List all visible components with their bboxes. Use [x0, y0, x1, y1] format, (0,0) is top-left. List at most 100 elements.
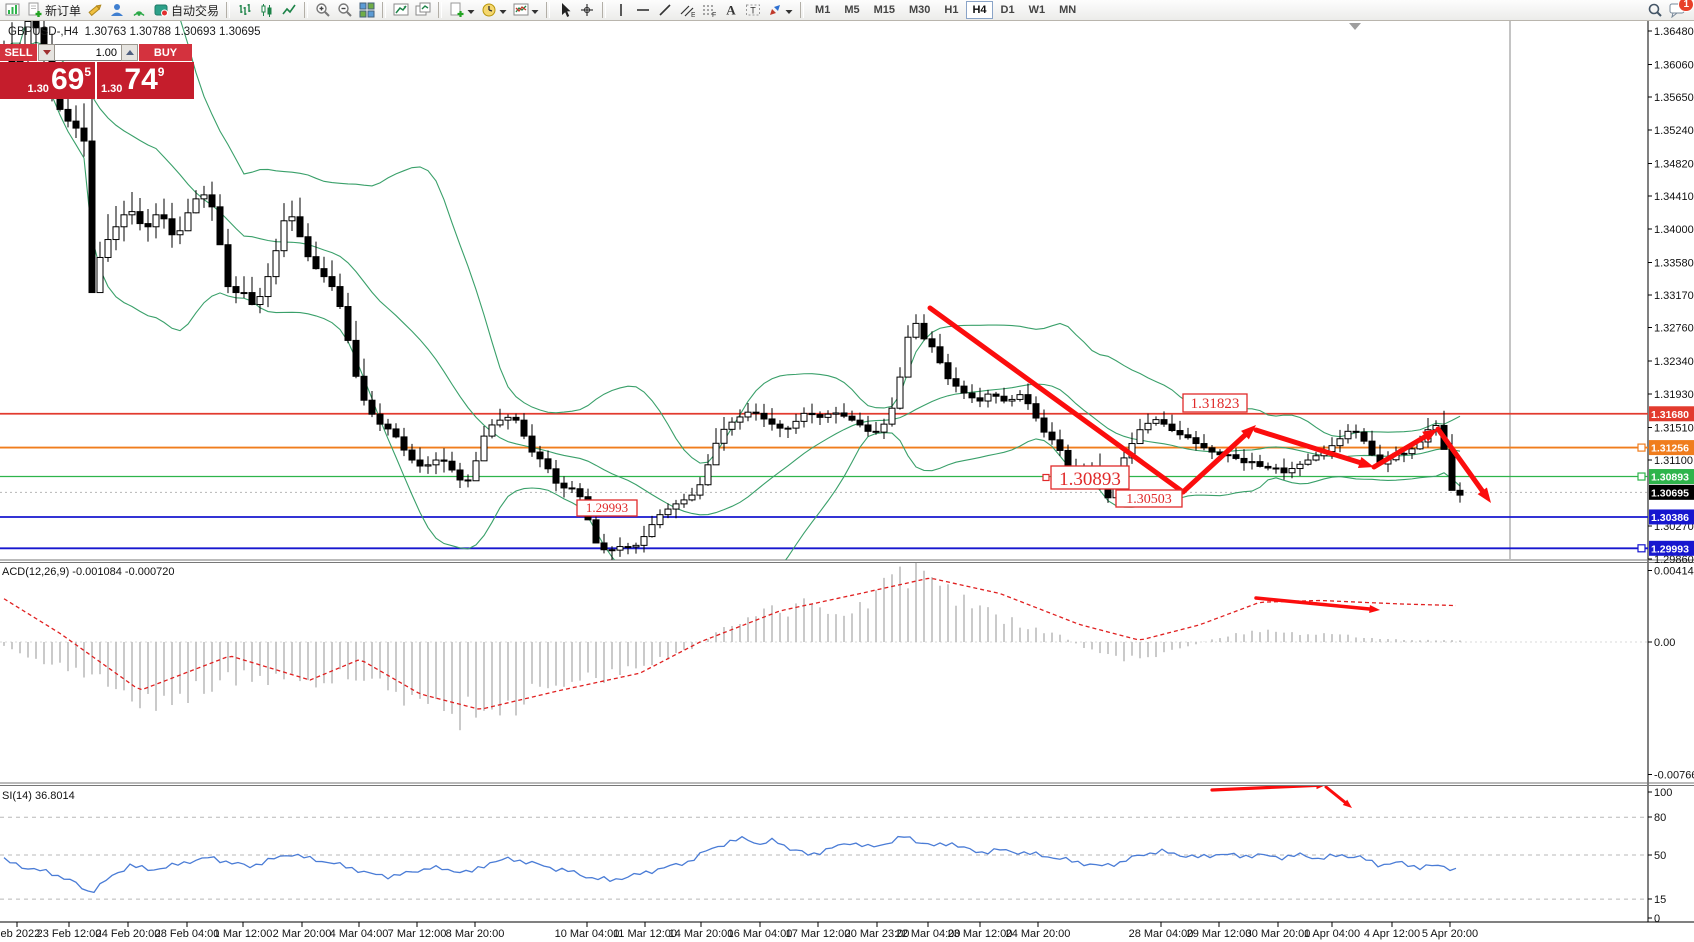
candle-body [1312, 455, 1320, 461]
bar-chart-button[interactable] [234, 1, 256, 19]
candle-body [560, 482, 568, 489]
text-label-button[interactable]: T [742, 1, 764, 19]
trendline-button[interactable] [654, 1, 676, 19]
text-icon: A [726, 3, 736, 18]
chart-shift-marker-icon [1349, 23, 1361, 30]
candle-body [712, 442, 720, 466]
trend-arrow[interactable] [1254, 596, 1372, 611]
bollinger-middle [3, 41, 1461, 516]
volume-decrease-button[interactable] [38, 44, 55, 61]
timeframe-h1[interactable]: H1 [944, 4, 959, 16]
signals-button[interactable] [128, 1, 150, 19]
new-order-button[interactable]: 新订单 [24, 1, 84, 20]
macd-tick-label: 0.00 [1654, 637, 1675, 649]
community-button[interactable] [106, 1, 128, 19]
timeframe-m5[interactable]: M5 [844, 4, 860, 16]
trend-arrow[interactable] [927, 305, 1186, 495]
candle-body [328, 276, 336, 288]
volume-stepper [38, 44, 138, 61]
trend-arrowhead [1241, 425, 1256, 440]
crosshair-button[interactable] [576, 1, 598, 19]
candle-body [280, 220, 288, 252]
chat-button[interactable]: 1 [1666, 0, 1694, 19]
annotation-box[interactable] [1115, 489, 1183, 508]
y-tick-label: 1.31100 [1654, 455, 1693, 467]
trend-arrow[interactable] [1435, 426, 1485, 494]
candle-body [1400, 452, 1408, 455]
search-button[interactable] [1644, 1, 1666, 19]
hline-anchor-marker [1637, 472, 1646, 481]
toolbar-separator [602, 2, 607, 18]
cascade-windows-button[interactable] [412, 1, 434, 19]
buy-price-sup: 9 [157, 65, 165, 79]
candle-body [768, 418, 776, 425]
x-tick-label: 28 Mar 04:00 [1129, 928, 1194, 940]
timeframe-w1[interactable]: W1 [1028, 4, 1046, 16]
indicators-button[interactable] [510, 1, 542, 19]
candle-body [168, 218, 176, 236]
timeframe-h4[interactable]: H4 [966, 1, 993, 19]
trend-arrowhead [1422, 429, 1438, 442]
template-icon [450, 2, 464, 17]
x-tick-label: 4 Mar 04:00 [330, 928, 389, 940]
fibonacci-button[interactable]: F [698, 1, 720, 19]
y-tick-label: 1.32760 [1654, 323, 1694, 335]
candle-body [1064, 449, 1072, 467]
periods-button[interactable] [478, 1, 510, 19]
timeframe-m30[interactable]: M30 [909, 4, 931, 16]
new-order-label: 新订单 [45, 3, 82, 18]
annotation-box[interactable] [1050, 465, 1130, 490]
candle-body [456, 469, 464, 481]
tile-windows-button[interactable] [356, 1, 378, 19]
y-tick-label: 1.34820 [1654, 158, 1694, 170]
trend-arrow[interactable] [1180, 432, 1248, 495]
trend-arrow[interactable] [1253, 427, 1363, 466]
annotation-box[interactable] [1182, 393, 1248, 413]
timeframe-d1[interactable]: D1 [1000, 4, 1015, 16]
one-click-top-row: SELL BUY [0, 44, 194, 61]
sell-price-display[interactable]: 1.30 69 5 [0, 62, 95, 99]
auto-arrange-button[interactable] [390, 1, 412, 19]
timeframe-mn[interactable]: MN [1059, 4, 1077, 16]
annotation-text: 1.31823 [1191, 396, 1240, 412]
y-tick-label: 1.31930 [1654, 389, 1694, 401]
zoom-in-icon [316, 3, 330, 17]
rsi-tick-label: 80 [1654, 812, 1666, 824]
trend-arrow[interactable] [1371, 434, 1428, 470]
volume-increase-button[interactable] [121, 44, 138, 61]
annotation-box[interactable] [576, 499, 638, 517]
candle-body [752, 411, 760, 414]
buy-price-display[interactable]: 1.30 74 9 [97, 62, 194, 99]
timeframe-m1[interactable]: M1 [815, 4, 831, 16]
y-tick-label: 1.34000 [1654, 224, 1694, 236]
auto-trading-button[interactable]: 自动交易 [150, 1, 222, 20]
buy-button[interactable]: BUY [139, 44, 192, 61]
y-tick-label: 1.34410 [1654, 191, 1694, 203]
candle-body [72, 120, 80, 129]
volume-input[interactable] [55, 44, 121, 61]
arrows-tool-button[interactable] [764, 1, 796, 19]
cursor-button[interactable] [554, 1, 576, 19]
sell-button[interactable]: SELL [0, 44, 37, 61]
text-tool-button[interactable]: A [720, 1, 742, 19]
line-chart-button[interactable] [278, 1, 300, 19]
horizontal-line-button[interactable] [632, 1, 654, 19]
arrange-cascade-icon [415, 2, 431, 16]
candle-body [504, 416, 512, 421]
vertical-line-button[interactable] [610, 1, 632, 19]
candle-body [528, 435, 536, 453]
candle-body [304, 236, 312, 258]
equidistant-channel-button[interactable]: E [676, 1, 698, 19]
candlestick-chart-button[interactable] [256, 1, 278, 19]
zoom-in-button[interactable] [312, 1, 334, 19]
zoom-out-button[interactable] [334, 1, 356, 19]
candle-body [320, 268, 328, 278]
x-tick-label: 7 Mar 12:00 [388, 928, 447, 940]
styler-button[interactable] [84, 1, 106, 19]
templates-button[interactable] [446, 1, 478, 19]
new-chart-button[interactable] [2, 1, 24, 19]
x-tick-label: 4 Apr 12:00 [1364, 928, 1420, 940]
timeframe-m15[interactable]: M15 [873, 4, 895, 16]
trend-arrow[interactable] [1210, 785, 1318, 792]
trend-arrow[interactable] [1324, 786, 1347, 804]
